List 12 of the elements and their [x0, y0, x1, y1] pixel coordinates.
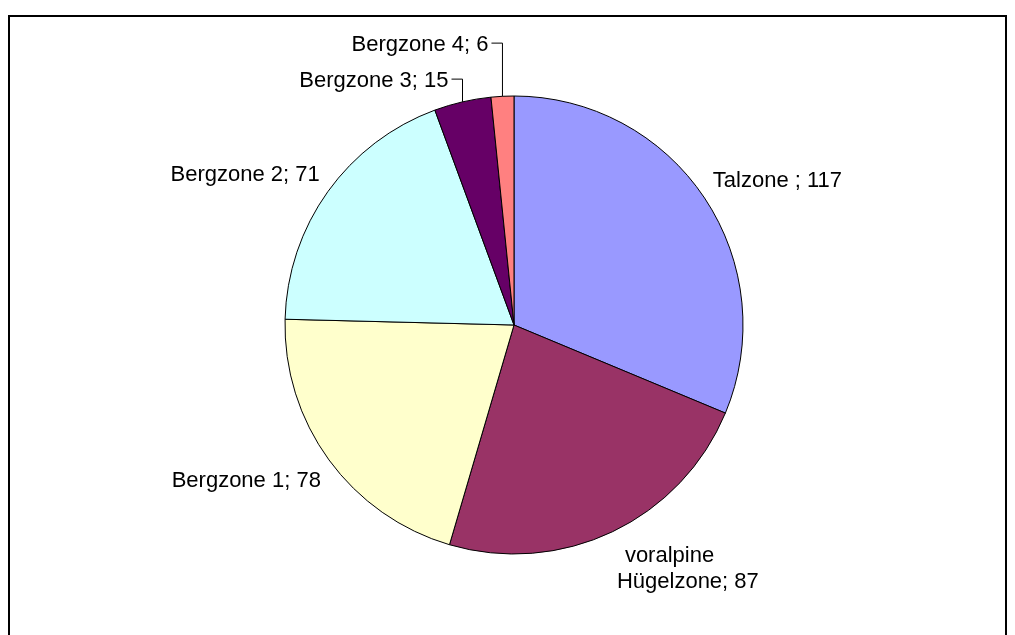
data-label: ; 87: [722, 567, 759, 593]
data-label: ; 15: [411, 66, 449, 92]
data-label: ; 71: [283, 160, 320, 186]
slice-label: Bergzone 3: [299, 66, 412, 92]
slice-label: Bergzone 2: [170, 160, 284, 186]
data-label: ; 6: [464, 30, 489, 56]
slice-label: Bergzone 1: [171, 466, 285, 492]
slice-label: Talzone: [712, 166, 789, 192]
data-label: ; 117: [794, 166, 843, 192]
slice-label: voralpine Hügelzone: [616, 541, 723, 593]
data-label: ; 78: [284, 466, 321, 492]
slice-label: Bergzone 4: [351, 30, 465, 56]
